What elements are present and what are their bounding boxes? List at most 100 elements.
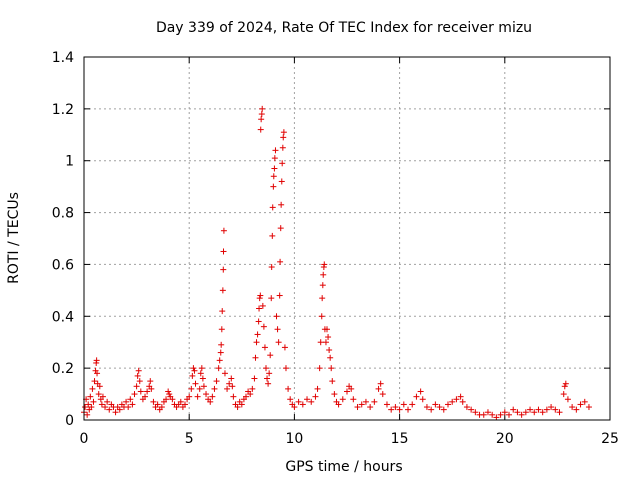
- data-point: [436, 404, 443, 411]
- data-point: [409, 401, 416, 408]
- data-point: [274, 326, 281, 333]
- data-point: [419, 396, 426, 403]
- data-point: [480, 411, 487, 418]
- data-point: [383, 401, 390, 408]
- data-point: [218, 341, 225, 348]
- data-point: [137, 388, 144, 395]
- data-point: [278, 201, 285, 208]
- data-point: [312, 393, 319, 400]
- data-point: [285, 385, 292, 392]
- data-point: [459, 398, 466, 405]
- data-point: [260, 323, 267, 330]
- data-point: [82, 404, 89, 411]
- x-tick-label: 0: [80, 431, 89, 447]
- data-point: [106, 406, 113, 413]
- data-point: [388, 406, 395, 413]
- data-point: [543, 406, 550, 413]
- data-point: [318, 313, 325, 320]
- data-point: [188, 385, 195, 392]
- data-point: [324, 326, 331, 333]
- data-point: [264, 375, 271, 382]
- data-point: [327, 354, 334, 361]
- data-point: [329, 378, 336, 385]
- data-point: [449, 398, 456, 405]
- data-point: [258, 116, 265, 123]
- data-point: [552, 406, 559, 413]
- y-tick-label: 1.4: [52, 50, 74, 66]
- data-point: [569, 404, 576, 411]
- data-point: [308, 398, 315, 405]
- data-point: [319, 282, 326, 289]
- data-point: [217, 349, 224, 356]
- data-point: [96, 383, 103, 390]
- data-point: [102, 404, 109, 411]
- data-point: [548, 404, 555, 411]
- data-point: [463, 404, 470, 411]
- data-point: [325, 334, 332, 341]
- data-point: [230, 393, 237, 400]
- data-point: [150, 398, 157, 405]
- data-point: [181, 401, 188, 408]
- data-point: [134, 372, 141, 379]
- data-point: [501, 409, 508, 416]
- data-point: [220, 248, 227, 255]
- data-point: [123, 398, 130, 405]
- data-point: [556, 409, 563, 416]
- data-point: [497, 411, 504, 418]
- data-point: [561, 383, 568, 390]
- data-point: [84, 411, 91, 418]
- data-point: [527, 406, 534, 413]
- data-point: [271, 165, 278, 172]
- data-point: [457, 393, 464, 400]
- data-point: [493, 414, 500, 421]
- data-point: [163, 396, 170, 403]
- plot-frame: [83, 56, 611, 421]
- data-point: [251, 375, 258, 382]
- data-point: [317, 339, 324, 346]
- data-point: [133, 383, 140, 390]
- data-point: [354, 404, 361, 411]
- data-point: [249, 385, 256, 392]
- data-point: [320, 271, 327, 278]
- data-point: [91, 378, 98, 385]
- data-point: [229, 383, 236, 390]
- data-point: [129, 401, 136, 408]
- data-point: [224, 385, 231, 392]
- data-point: [256, 305, 263, 312]
- data-point: [169, 396, 176, 403]
- data-point: [328, 365, 335, 372]
- x-axis-label: GPS time / hours: [285, 459, 402, 475]
- data-point: [531, 409, 538, 416]
- data-point: [432, 401, 439, 408]
- data-point: [216, 357, 223, 364]
- data-point: [247, 391, 254, 398]
- data-point: [147, 378, 154, 385]
- data-point: [226, 380, 233, 387]
- data-point: [270, 173, 277, 180]
- y-axis-label: ROTI / TECUs: [6, 192, 22, 284]
- data-point: [484, 409, 491, 416]
- data-point: [254, 331, 261, 338]
- data-point: [269, 204, 276, 211]
- data-point: [275, 339, 282, 346]
- data-point: [144, 388, 151, 395]
- data-point: [440, 406, 447, 413]
- data-point: [228, 375, 235, 382]
- data-point: [581, 398, 588, 405]
- data-point: [197, 370, 204, 377]
- data-point: [277, 258, 284, 265]
- data-point: [200, 383, 207, 390]
- data-point: [506, 411, 513, 418]
- x-tick-label: 5: [185, 431, 194, 447]
- data-point: [279, 160, 286, 167]
- data-point: [573, 406, 580, 413]
- data-point: [266, 370, 273, 377]
- data-point: [423, 404, 430, 411]
- data-point: [413, 393, 420, 400]
- data-point: [211, 385, 218, 392]
- data-point: [362, 398, 369, 405]
- data-point: [256, 295, 263, 302]
- data-point: [258, 111, 265, 118]
- data-point: [326, 346, 333, 353]
